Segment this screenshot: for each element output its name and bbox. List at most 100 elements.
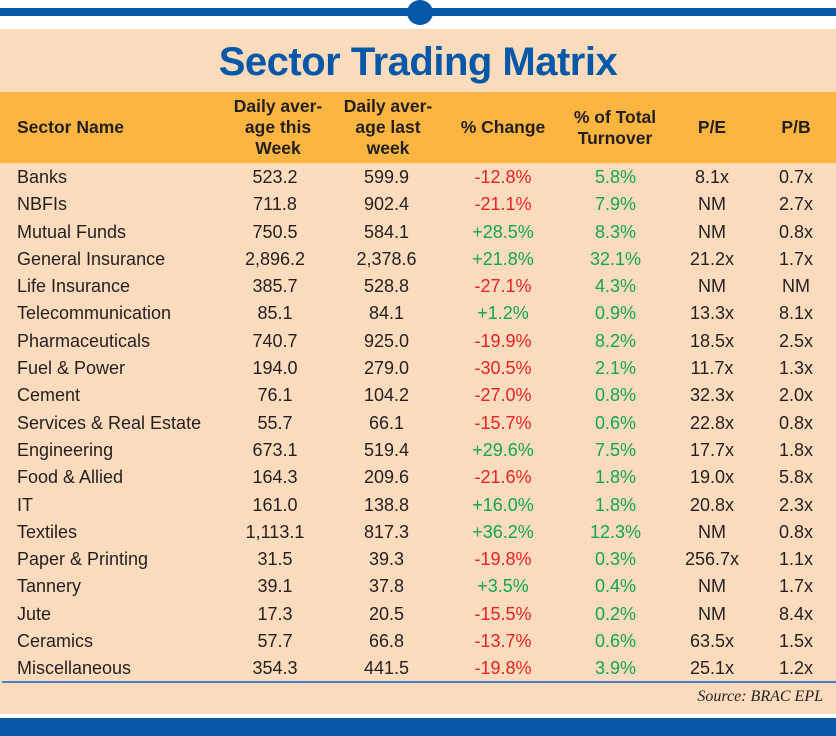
column-header-last-week: Daily aver- age last week [343, 96, 433, 158]
table-row: Fuel & Power 194.0 279.0 -30.5% 2.1% 11.7x 1.3… [0, 355, 836, 382]
pe-cell: 63.5x [689, 631, 735, 652]
pe-cell: 22.8x [689, 412, 735, 433]
sector-name-cell: Textiles [17, 521, 78, 542]
sector-name-cell: NBFIs [17, 194, 68, 215]
this-week-cell: 673.1 [252, 439, 298, 460]
table-row: Jute 17.3 20.5 -15.5% 0.2% NM 8.4x [0, 601, 836, 628]
turnover-share-cell: 0.8% [594, 385, 637, 406]
bottom-bar [0, 718, 836, 736]
pb-cell: 1.1x [778, 549, 814, 570]
table-header: Sector Name Daily aver- age this Week Da… [0, 92, 836, 163]
pb-cell: 5.8x [778, 467, 814, 488]
pe-cell: 20.8x [689, 494, 735, 515]
sector-name-cell: Engineering [17, 439, 114, 460]
change-cell: -19.8% [474, 658, 532, 679]
last-week-cell: 599.9 [363, 167, 410, 187]
pe-cell: NM [698, 576, 726, 597]
change-cell: +1.2% [477, 303, 529, 324]
sector-name-cell: Food & Allied [17, 467, 124, 488]
last-week-cell: 519.4 [363, 439, 410, 460]
turnover-share-cell: 8.3% [594, 221, 637, 242]
this-week-cell: 164.3 [252, 467, 298, 488]
last-week-cell: 20.5 [368, 603, 405, 624]
sector-name-cell: Cement [17, 385, 81, 406]
sector-name-cell: Jute [17, 603, 52, 624]
sector-name-cell: Telecommunication [17, 303, 172, 324]
page-title: Sector Trading Matrix [218, 40, 618, 84]
turnover-share-cell: 2.1% [594, 358, 637, 379]
column-header-sector-name: Sector Name [17, 117, 124, 137]
pe-cell: 17.7x [689, 439, 735, 460]
pe-cell: 11.7x [690, 358, 734, 379]
this-week-cell: 385.7 [252, 276, 298, 297]
last-week-cell: 279.0 [363, 358, 410, 379]
pb-cell: 0.8x [778, 521, 814, 542]
pb-cell: 2.5x [778, 330, 814, 351]
pe-cell: 25.1x [689, 658, 735, 679]
table-row: Telecommunication 85.1 84.1 +1.2% 0.9% 13.3x 8… [0, 300, 836, 327]
pe-cell: NM [698, 194, 726, 215]
turnover-share-cell: 0.9% [594, 303, 637, 324]
last-week-cell: 441.5 [363, 658, 410, 679]
pb-cell: 1.3x [778, 358, 814, 379]
last-week-cell: 66.1 [368, 412, 405, 433]
table-row: Mutual Funds 750.5 584.1 +28.5% 8.3% NM 0.8x [0, 219, 836, 246]
sector-name-cell: Fuel & Power [17, 358, 126, 379]
sector-name-cell: Mutual Funds [17, 221, 127, 242]
table-row: IT 161.0 138.8 +16.0% 1.8% 20.8x 2.3x [0, 492, 836, 519]
change-cell: -30.5% [474, 358, 532, 379]
pe-cell: 19.0x [689, 467, 735, 488]
sector-name-cell: Ceramics [17, 631, 94, 652]
sector-name-cell: Banks [17, 167, 68, 187]
change-cell: -19.9% [474, 330, 532, 351]
this-week-cell: 39.1 [257, 576, 293, 597]
turnover-share-cell: 32.1% [589, 248, 642, 269]
this-week-cell: 523.2 [252, 167, 298, 187]
change-cell: +21.8% [472, 248, 534, 269]
pe-cell: 32.3x [689, 385, 735, 406]
turnover-share-cell: 0.6% [594, 631, 637, 652]
table-bottom-rule [2, 681, 836, 683]
this-week-cell: 750.5 [252, 221, 298, 242]
turnover-share-cell: 0.3% [594, 549, 637, 570]
change-cell: +3.5% [477, 576, 529, 597]
sector-name-cell: Services & Real Estate [17, 412, 202, 433]
pb-cell: 1.2x [778, 658, 814, 679]
pb-cell: 8.1x [778, 303, 814, 324]
last-week-cell: 584.1 [363, 221, 410, 242]
change-cell: -27.0% [474, 385, 532, 406]
this-week-cell: 1,113.1 [245, 521, 305, 542]
turnover-share-cell: 1.8% [594, 494, 637, 515]
turnover-share-cell: 7.5% [594, 439, 637, 460]
pb-cell: 0.8x [778, 221, 814, 242]
turnover-share-cell: 12.3% [589, 521, 642, 542]
last-week-cell: 528.8 [363, 276, 410, 297]
last-week-cell: 66.8 [368, 631, 405, 652]
last-week-cell: 817.3 [363, 521, 410, 542]
sector-name-cell: Life Insurance [17, 276, 131, 297]
pe-cell: 18.5x [689, 330, 735, 351]
pb-cell: 0.8x [778, 412, 814, 433]
last-week-cell: 39.3 [368, 549, 405, 570]
source-note: Source: BRAC EPL [697, 688, 823, 705]
turnover-share-cell: 7.9% [594, 194, 637, 215]
this-week-cell: 85.1 [257, 303, 293, 324]
table-row: Textiles 1,113.1 817.3 +36.2% 12.3% NM 0.8x [0, 519, 836, 546]
column-header-turnover-share: % of Total Turnover [573, 106, 657, 148]
pb-cell: NM [782, 276, 810, 297]
change-cell: -13.7% [474, 631, 532, 652]
table-row: Pharmaceuticals 740.7 925.0 -19.9% 8.2% 18.5x… [0, 328, 836, 355]
this-week-cell: 31.5 [257, 549, 293, 570]
change-cell: +29.6% [472, 439, 534, 460]
sector-name-cell: IT [17, 494, 33, 515]
change-cell: +28.5% [472, 221, 534, 242]
pb-cell: 2.7x [778, 194, 814, 215]
turnover-share-cell: 0.6% [594, 412, 637, 433]
pe-cell: NM [698, 276, 726, 297]
table-row: Miscellaneous 354.3 441.5 -19.8% 3.9% 25.1x 1.… [0, 655, 836, 682]
this-week-cell: 194.0 [252, 358, 298, 379]
table-row: NBFIs 711.8 902.4 -21.1% 7.9% NM 2.7x [0, 191, 836, 218]
last-week-cell: 925.0 [363, 330, 410, 351]
pe-cell: 13.3x [689, 303, 735, 324]
table-row: Paper & Printing 31.5 39.3 -19.8% 0.3% 256.7x… [0, 546, 836, 573]
